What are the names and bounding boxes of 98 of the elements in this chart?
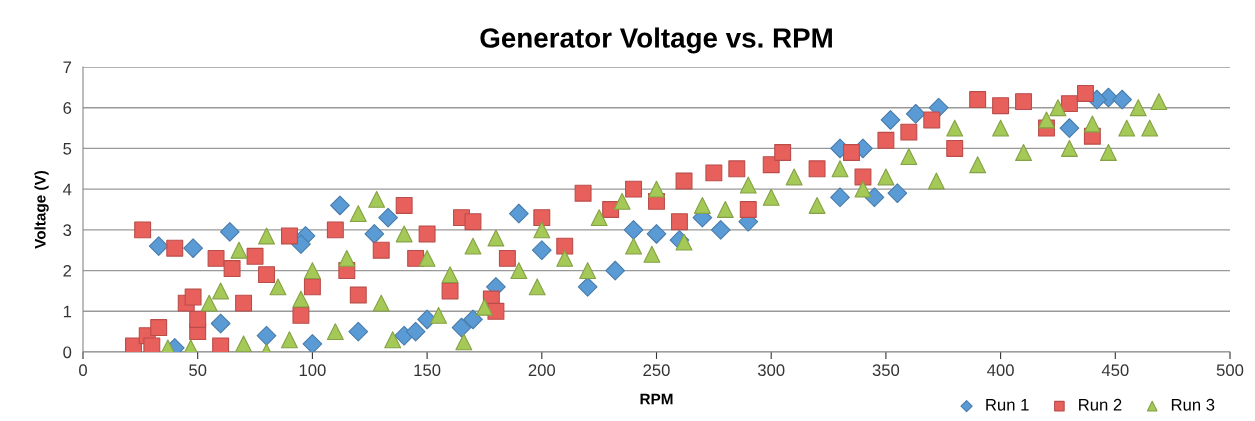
point [623, 219, 644, 240]
point [280, 227, 298, 245]
y-axis-title: Voltage (V) [34, 170, 49, 249]
point [946, 139, 964, 157]
point [235, 294, 253, 312]
y-tick-label: 0 [63, 346, 72, 359]
x-tick-label: 400 [987, 364, 1014, 377]
point [605, 260, 626, 281]
x-tick-label: 450 [1101, 364, 1129, 377]
y-tick-label: 4 [63, 183, 72, 196]
point [854, 168, 872, 186]
point [739, 201, 757, 218]
x-tick-label: 150 [414, 364, 441, 377]
point [326, 221, 344, 239]
point [207, 249, 225, 267]
point [292, 306, 310, 324]
point [830, 187, 850, 208]
point [887, 183, 908, 204]
point [463, 309, 483, 330]
point [508, 203, 529, 224]
point [134, 221, 152, 239]
point [808, 160, 826, 178]
point [675, 172, 693, 190]
x-tick-label: 350 [872, 364, 900, 377]
point [705, 164, 723, 182]
point [256, 325, 277, 346]
point [223, 260, 241, 278]
point [150, 319, 168, 337]
point [900, 123, 918, 141]
point [1112, 89, 1133, 110]
point [372, 241, 390, 259]
x-tick-label: 100 [299, 364, 326, 377]
point [246, 247, 264, 265]
point [184, 288, 202, 306]
x-tick-label: 250 [643, 364, 670, 377]
point [670, 213, 688, 231]
point [143, 337, 161, 352]
point [498, 249, 516, 267]
x-axis-title: RPM [640, 393, 673, 405]
point [646, 224, 667, 244]
point [441, 282, 459, 300]
point [418, 225, 436, 243]
y-tick-label: 7 [63, 61, 72, 74]
point [774, 144, 792, 161]
y-tick-label: 1 [63, 305, 72, 318]
point [124, 337, 142, 352]
point [349, 286, 367, 304]
point [148, 236, 169, 257]
point [364, 224, 385, 244]
point [183, 238, 203, 259]
point [923, 111, 941, 129]
point [212, 337, 230, 352]
point [395, 196, 413, 214]
point [556, 237, 574, 255]
y-tick-label: 6 [63, 102, 72, 114]
point [880, 110, 901, 130]
x-tick-label: 0 [79, 364, 87, 377]
x-tick-label: 500 [1216, 364, 1244, 377]
point [905, 103, 926, 124]
point [210, 313, 231, 334]
point [303, 278, 321, 296]
point [762, 156, 780, 174]
point [330, 195, 350, 216]
y-tick-label: 5 [63, 143, 72, 155]
point [451, 317, 472, 338]
point [877, 131, 895, 149]
x-tick-label: 200 [528, 364, 556, 377]
point [843, 144, 860, 161]
y-tick-label: 2 [63, 264, 72, 277]
point [258, 266, 275, 284]
point [405, 321, 426, 342]
point [625, 180, 643, 198]
point [710, 219, 731, 240]
point [992, 97, 1010, 115]
point [531, 240, 552, 261]
legend-label: Run 2 [1079, 398, 1122, 411]
point [348, 321, 369, 342]
point [1015, 93, 1033, 111]
point [302, 333, 323, 352]
point [1060, 95, 1078, 113]
legend-label: Run 3 [1171, 398, 1215, 411]
point [378, 207, 398, 228]
point [728, 160, 746, 178]
point [1077, 84, 1094, 102]
point [533, 209, 551, 227]
point [189, 310, 207, 328]
point [574, 184, 592, 202]
legend-label: Run 1 [986, 399, 1029, 411]
chart-title: Generator Voltage vs. RPM [480, 27, 832, 54]
x-tick-label: 300 [757, 364, 785, 377]
point [577, 276, 598, 297]
point [969, 91, 987, 109]
x-tick-label: 50 [189, 364, 207, 377]
point [166, 239, 184, 257]
y-tick-label: 3 [63, 224, 72, 237]
point [1059, 118, 1080, 138]
point [464, 213, 482, 231]
point [219, 222, 240, 242]
